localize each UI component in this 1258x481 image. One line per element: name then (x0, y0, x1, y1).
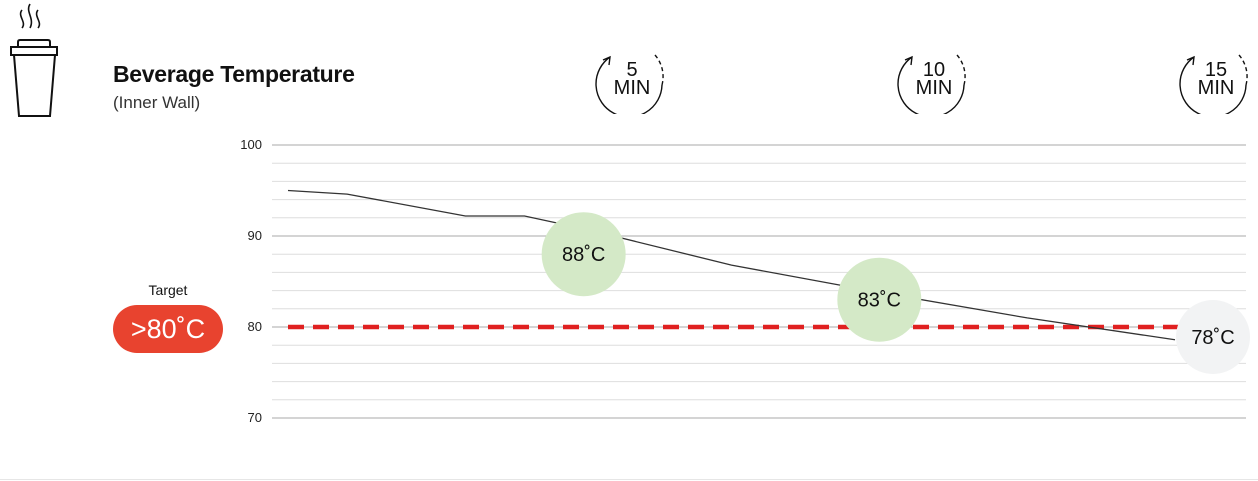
value-marker-circle (837, 257, 922, 342)
value-markers: 88˚C 83˚C 78˚C (541, 212, 1250, 374)
temperature-line (287, 189, 1176, 341)
gridlines (272, 144, 1246, 419)
value-marker: 78˚C (1176, 300, 1250, 374)
timer-number: 15 (1204, 59, 1228, 81)
timer-number: 10 (922, 59, 946, 81)
hot-beverage-cup-icon (10, 3, 58, 117)
y-tick-label: 90 (248, 228, 262, 243)
y-tick-label: 80 (248, 319, 262, 334)
timer-5-min: 5 MIN (592, 44, 672, 114)
timer-unit: MIN (613, 77, 651, 99)
y-tick-label: 70 (248, 410, 262, 425)
timer-cycle-icon (1179, 54, 1248, 114)
timer-unit: MIN (915, 77, 953, 99)
value-marker-label: 83˚C (858, 290, 901, 312)
temperature-series (287, 189, 1176, 341)
timer-10-min: 10 MIN (894, 44, 974, 114)
y-tick-labels: 100 90 80 70 (240, 137, 262, 425)
timer-unit: MIN (1197, 77, 1235, 99)
target-value-badge: >80˚C (113, 305, 223, 353)
value-marker: 88˚C (541, 212, 626, 297)
timer-cycle-icon (595, 54, 664, 114)
chart-title: Beverage Temperature (113, 61, 355, 87)
timer-cycle-icon (897, 54, 966, 114)
value-marker-circle (1176, 300, 1250, 374)
y-tick-label: 100 (240, 137, 262, 152)
value-marker-circle (541, 212, 626, 297)
target-label: Target (148, 282, 188, 298)
value-marker-label: 88˚C (562, 244, 605, 266)
footer-divider (0, 479, 1258, 480)
timer-15-min: 15 MIN (1176, 44, 1256, 114)
timer-number: 5 (626, 59, 638, 81)
value-marker: 83˚C (837, 257, 922, 342)
value-marker-label: 78˚C (1191, 327, 1234, 349)
chart-subtitle: (Inner Wall) (113, 93, 201, 112)
